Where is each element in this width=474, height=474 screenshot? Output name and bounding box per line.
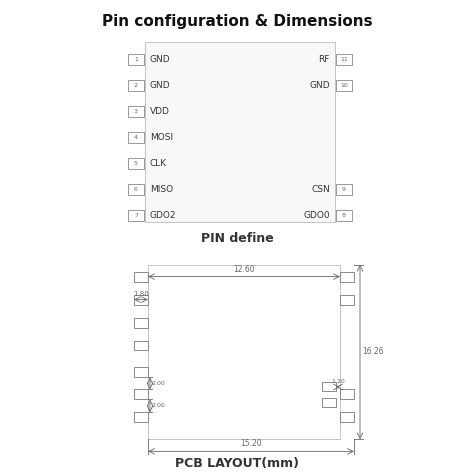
Bar	[336, 55, 352, 65]
Text: GDO2: GDO2	[150, 211, 176, 220]
Bar	[336, 81, 352, 91]
Bar	[134, 272, 148, 282]
Text: 1.20: 1.20	[331, 379, 345, 384]
Bar	[128, 184, 144, 195]
Text: 5: 5	[134, 161, 138, 166]
Bar	[134, 390, 148, 400]
Text: 8: 8	[342, 213, 346, 218]
Bar	[134, 367, 148, 377]
Text: 9: 9	[342, 187, 346, 192]
Bar	[134, 412, 148, 422]
Bar	[336, 184, 352, 195]
Text: 15.20: 15.20	[240, 439, 262, 448]
Bar	[340, 412, 354, 422]
Text: 10: 10	[340, 83, 348, 88]
Text: 2.00: 2.00	[152, 403, 166, 409]
Bar	[322, 383, 336, 392]
Text: 7: 7	[134, 213, 138, 218]
Text: VDD: VDD	[150, 107, 170, 116]
Text: CSN: CSN	[311, 185, 330, 194]
Bar	[128, 158, 144, 169]
Bar	[322, 399, 336, 408]
Text: 11: 11	[340, 57, 348, 63]
Text: PIN define: PIN define	[201, 232, 273, 245]
Text: 4: 4	[134, 135, 138, 140]
Bar	[145, 42, 335, 222]
Text: MISO: MISO	[150, 185, 173, 194]
Text: 16.26: 16.26	[362, 347, 383, 356]
Text: 1.80: 1.80	[133, 291, 149, 297]
Text: GND: GND	[310, 82, 330, 91]
Bar	[134, 294, 148, 305]
Text: MOSI: MOSI	[150, 133, 173, 142]
Text: GND: GND	[150, 82, 171, 91]
Bar	[128, 55, 144, 65]
Bar	[148, 264, 340, 439]
Text: RF: RF	[319, 55, 330, 64]
Text: 3: 3	[134, 109, 138, 114]
Bar	[340, 272, 354, 282]
Text: PCB LAYOUT(mm): PCB LAYOUT(mm)	[175, 457, 299, 470]
Bar	[128, 106, 144, 118]
Text: 12.60: 12.60	[233, 264, 255, 273]
Bar	[340, 390, 354, 400]
Bar	[128, 81, 144, 91]
Text: GDO0: GDO0	[303, 211, 330, 220]
Bar	[336, 210, 352, 221]
Text: 1: 1	[134, 57, 138, 63]
Text: 2.00: 2.00	[152, 381, 166, 386]
Text: 2: 2	[134, 83, 138, 88]
Bar	[340, 294, 354, 305]
Text: Pin configuration & Dimensions: Pin configuration & Dimensions	[102, 14, 372, 29]
Bar	[134, 340, 148, 350]
Bar	[128, 132, 144, 143]
Bar	[134, 318, 148, 328]
Text: CLK: CLK	[150, 159, 167, 168]
Text: GND: GND	[150, 55, 171, 64]
Bar	[128, 210, 144, 221]
Text: 6: 6	[134, 187, 138, 192]
